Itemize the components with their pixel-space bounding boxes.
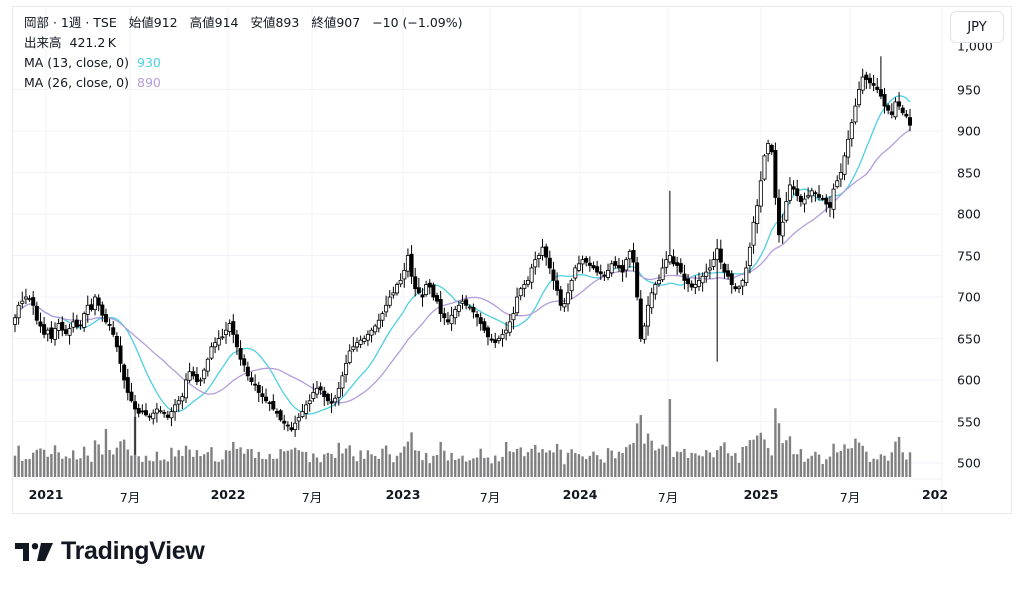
- ohlc-row: 岡部 · 1週 · TSE 始値912 高値914 安値893 終値907 −1…: [24, 15, 463, 30]
- low-value: 893: [275, 15, 300, 30]
- time-tick-label: 2022: [210, 487, 246, 502]
- time-tick-label: 7月: [119, 490, 141, 505]
- volume-value: 421.2 K: [69, 35, 116, 50]
- price-tick-label: 900: [957, 123, 981, 139]
- price-tick-label: 700: [957, 289, 981, 305]
- indicator-ma13[interactable]: MA (13, close, 0) 930: [24, 55, 161, 70]
- volume-row: 出来高 421.2 K: [24, 35, 116, 50]
- price-tick-label: 500: [957, 455, 981, 471]
- indicator-ma26[interactable]: MA (26, close, 0) 890: [24, 75, 161, 90]
- change-value: −10 (−1.09%): [372, 15, 463, 30]
- time-tick-label: 7月: [839, 490, 861, 505]
- price-tick-label: 800: [957, 206, 981, 222]
- price-tick-label: 600: [957, 372, 981, 388]
- ma26-value: 890: [137, 75, 161, 90]
- price-tick-label: 550: [957, 414, 981, 429]
- symbol-title[interactable]: 岡部 · 1週 · TSE: [24, 15, 117, 30]
- high-value: 914: [214, 15, 239, 30]
- logo-text: TradingView: [61, 537, 205, 565]
- price-tick-label: 950: [957, 82, 981, 97]
- close-value: 907: [336, 15, 361, 30]
- ma13-value: 930: [137, 55, 161, 70]
- time-tick-label: 2025: [743, 487, 779, 502]
- currency-button[interactable]: JPY: [950, 11, 1004, 43]
- price-tick-label: 850: [957, 165, 981, 180]
- time-tick-label: 7月: [301, 490, 323, 505]
- time-tick-label: 7月: [657, 490, 679, 505]
- price-tick-label: 650: [957, 331, 981, 346]
- price-tick-label: 750: [957, 248, 981, 263]
- time-tick-label: 2024: [562, 487, 598, 502]
- open-value: 912: [153, 15, 178, 30]
- time-tick-label: 202: [921, 487, 949, 502]
- chart-frame: [12, 6, 1012, 514]
- chart-legend: 岡部 · 1週 · TSE 始値912 高値914 安値893 終値907 −1…: [24, 13, 462, 93]
- time-tick-label: 2021: [28, 487, 64, 502]
- chart-canvas[interactable]: [0, 0, 1024, 520]
- time-tick-label: 7月: [479, 490, 501, 505]
- tradingview-logo-icon: [15, 542, 53, 561]
- tradingview-logo[interactable]: TradingView: [15, 537, 205, 566]
- time-tick-label: 2023: [385, 487, 421, 502]
